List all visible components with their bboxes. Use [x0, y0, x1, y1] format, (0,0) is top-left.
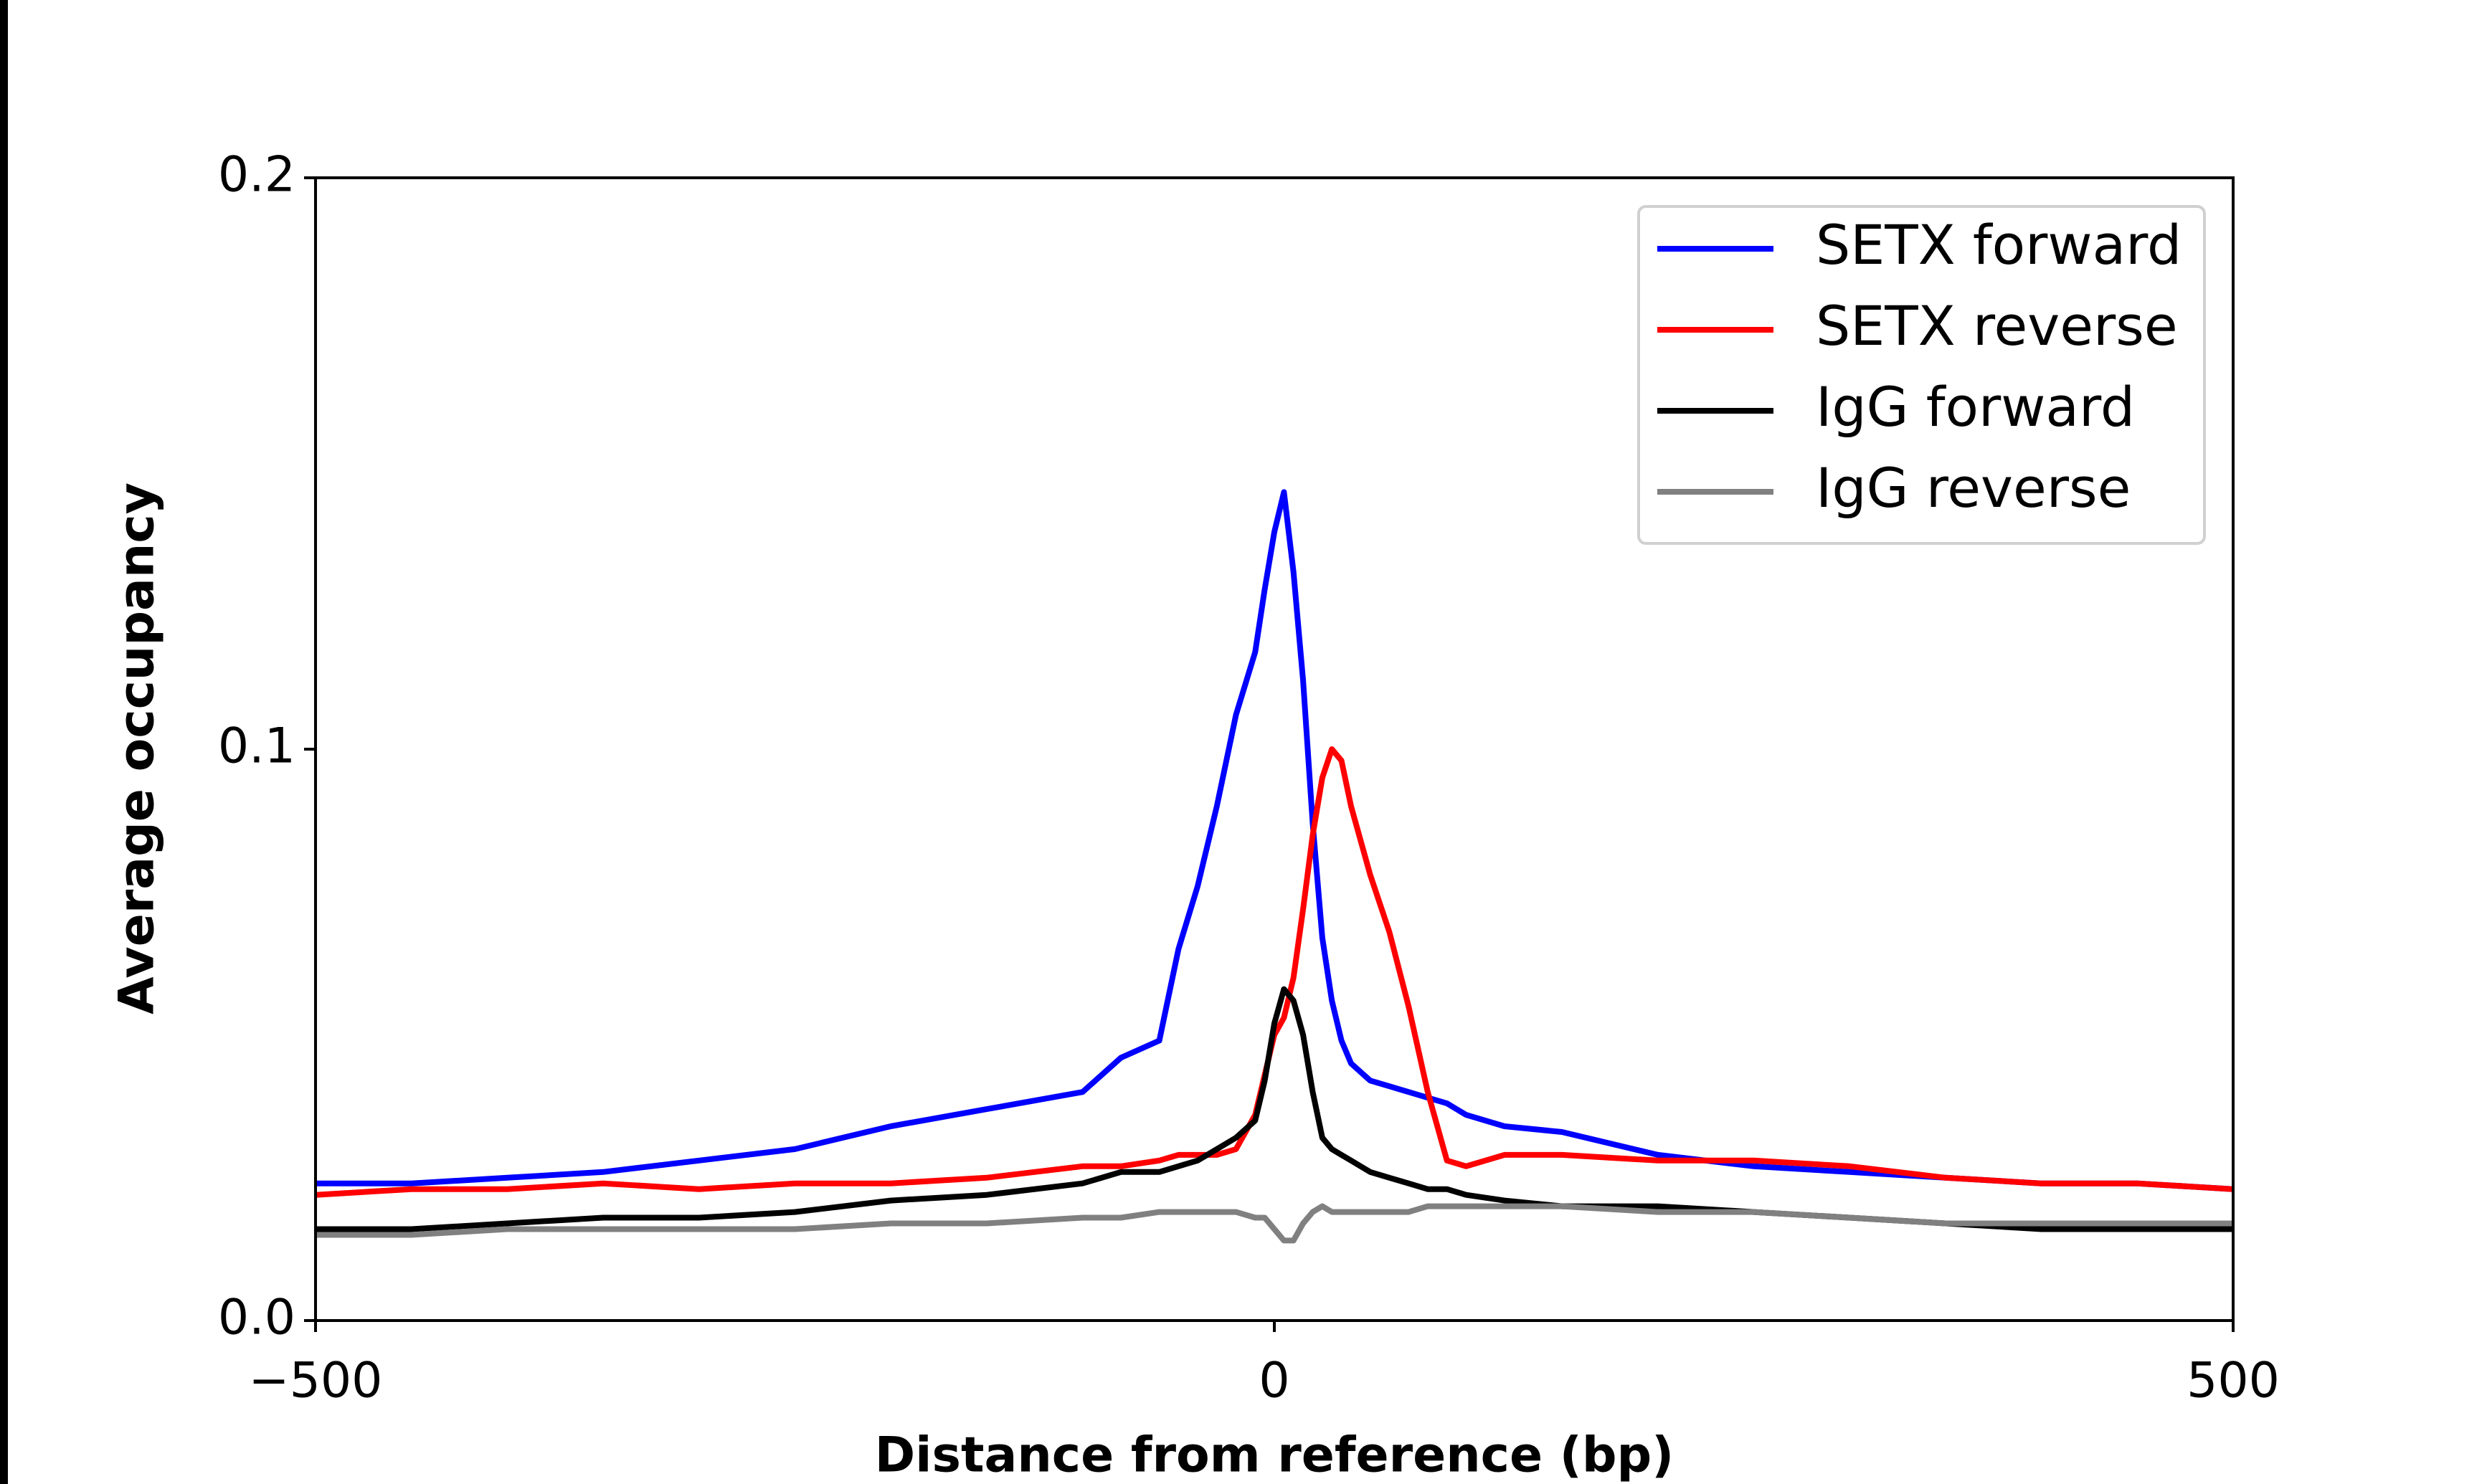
x-axis-label: Distance from reference (bp) [875, 1427, 1674, 1484]
series-line [315, 746, 2234, 1198]
left-edge [0, 0, 8, 1484]
legend-label: IgG reverse [1816, 456, 2131, 520]
series-line [316, 489, 2234, 1192]
x-tick-label: −500 [249, 1353, 383, 1409]
y-tick-label: 0.0 [218, 1290, 295, 1346]
x-tick-label: 500 [2187, 1353, 2280, 1409]
legend-box [1637, 205, 2206, 545]
legend-label: IgG forward [1816, 375, 2135, 439]
y-axis-label: Average occupancy [109, 482, 166, 1014]
x-tick-label: 0 [1259, 1353, 1289, 1409]
y-tick-label: 0.2 [218, 147, 295, 204]
legend-label: SETX reverse [1816, 294, 2178, 358]
y-tick-label: 0.1 [218, 718, 295, 775]
plot-frame [314, 176, 2235, 1322]
series-line [316, 1203, 2233, 1244]
legend-label: SETX forward [1816, 213, 2182, 277]
